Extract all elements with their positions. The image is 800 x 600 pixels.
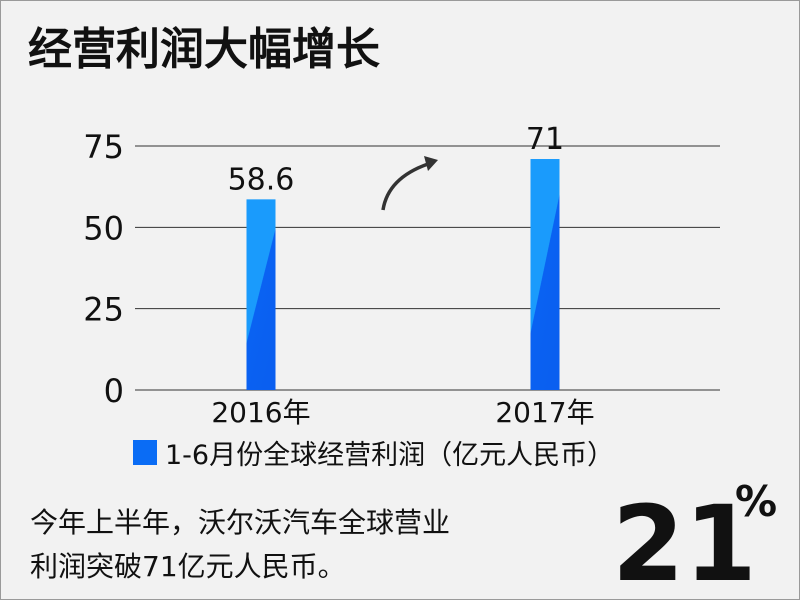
highlight-unit: % — [735, 477, 777, 526]
bar — [530, 159, 560, 390]
legend-swatch — [133, 440, 157, 465]
data-label: 58.6 — [228, 162, 295, 197]
x-tick-label: 2017年 — [495, 396, 594, 429]
y-tick-label: 50 — [83, 209, 124, 247]
annotation-line: 今年上半年，沃尔沃汽车全球营业 — [30, 506, 450, 539]
bar — [246, 199, 276, 390]
data-label: 71 — [526, 122, 564, 157]
highlight-value: 21 — [612, 483, 757, 600]
arrow-head — [424, 156, 438, 171]
y-tick-label: 0 — [104, 372, 124, 410]
chart-title: 经营利润大幅增长 — [28, 24, 380, 75]
legend-label: 1-6月份全球经营利润（亿元人民币） — [165, 440, 614, 471]
annotation-line: 利润突破71亿元人民币。 — [30, 550, 346, 583]
x-tick-label: 2016年 — [211, 396, 310, 429]
y-tick-label: 25 — [83, 291, 124, 329]
arrow — [381, 162, 429, 211]
y-tick-label: 75 — [83, 128, 124, 166]
